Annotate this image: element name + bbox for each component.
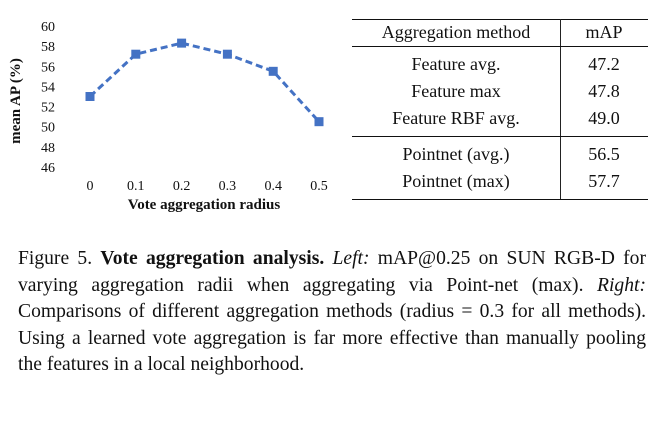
x-tick-label: 0.3 [219,179,237,194]
x-tick-label: 0.5 [310,179,328,194]
caption-title: Vote aggregation analysis. [100,248,325,269]
data-point [314,117,324,127]
data-point [222,49,232,59]
y-tick-label: 48 [41,141,55,156]
series-points [85,38,324,127]
header-method: Aggregation method [381,22,531,42]
data-point [268,66,278,76]
y-tick-label: 50 [41,121,55,136]
caption-left-text-end: net (max). [494,274,584,296]
data-point [85,92,95,101]
series-line [88,41,321,123]
x-tick-label: 0.1 [127,179,145,194]
y-tick-labels: 46 48 50 52 54 56 58 60 [41,20,55,176]
y-tick-label: 54 [41,80,55,95]
table-row: Feature RBF avg. 49.0 [352,105,648,132]
y-axis-label: mean AP (%) [8,58,24,144]
data-point [177,38,187,48]
header-map: mAP [585,22,623,42]
y-tick-label: 60 [41,20,55,35]
aggregation-results-table: Aggregation method mAP Feature avg. 47.2… [352,19,648,200]
table-row: Feature max 47.8 [352,78,648,105]
x-tick-label: 0.4 [264,179,282,194]
caption-left-label: Left: [332,248,370,269]
y-tick-label: 58 [41,40,55,55]
y-tick-label: 46 [41,161,55,176]
table-row: Pointnet (avg.) 56.5 [352,141,648,168]
figure-caption: Figure 5. Vote aggregation analysis. Lef… [18,246,646,379]
data-point [131,49,141,59]
table-row: Feature avg. 47.2 [352,51,648,78]
x-axis-label: Vote aggregation radius [128,197,281,213]
x-tick-label: 0 [87,179,94,194]
caption-right-text: Comparisons of different aggregation met… [18,301,646,375]
y-tick-label: 56 [41,60,55,75]
caption-left-text: mAP@0.25 on SUN RGB-D for varying aggreg… [18,248,646,296]
table-row: Pointnet (max) 57.7 [352,168,648,195]
table-header-row: Aggregation method mAP [352,19,648,46]
caption-right-label: Right: [597,274,646,296]
y-tick-label: 52 [41,101,55,116]
x-tick-label: 0.2 [173,179,191,194]
x-tick-labels: 0 0.1 0.2 0.3 0.4 0.5 [87,179,328,194]
figure-label: Figure 5. [18,248,93,269]
